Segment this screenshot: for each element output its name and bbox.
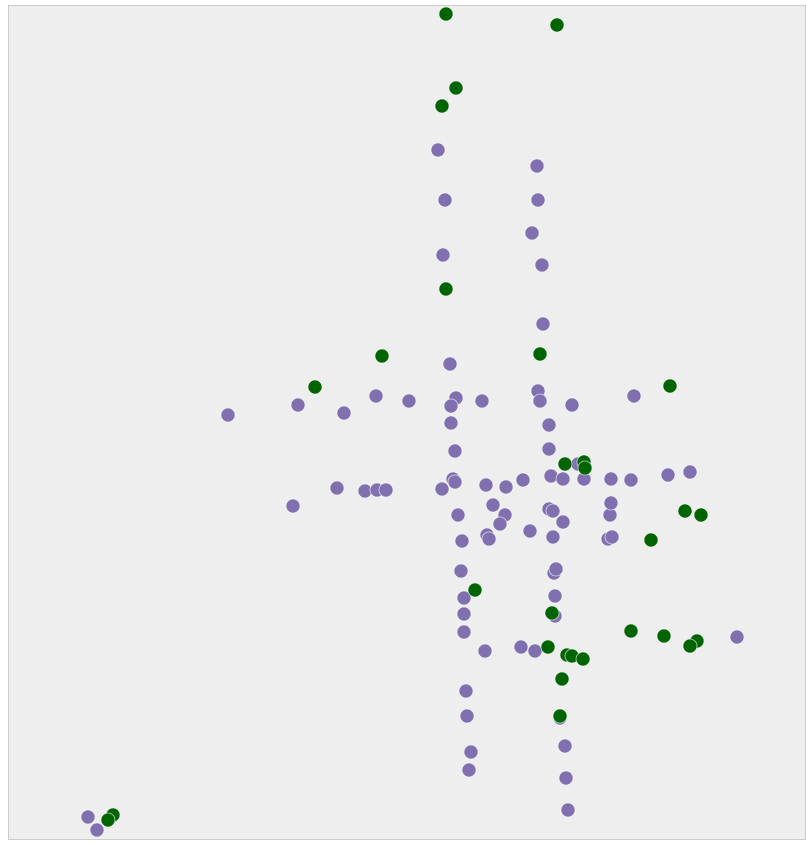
point <box>532 393 548 409</box>
point <box>564 397 580 413</box>
point <box>434 481 450 497</box>
point <box>307 379 323 395</box>
point <box>558 770 574 786</box>
point <box>336 405 352 421</box>
point <box>557 456 573 472</box>
point <box>623 623 639 639</box>
point <box>434 98 450 114</box>
point <box>329 480 345 496</box>
point <box>660 467 676 483</box>
point <box>603 471 619 487</box>
point <box>458 683 474 699</box>
point <box>560 802 576 818</box>
point <box>643 532 659 548</box>
point <box>456 624 472 640</box>
point <box>80 809 96 825</box>
point <box>682 464 698 480</box>
point <box>541 441 557 457</box>
point <box>478 477 494 493</box>
point <box>481 531 497 547</box>
point <box>626 388 642 404</box>
point <box>530 192 546 208</box>
point <box>604 529 620 545</box>
point <box>443 415 459 431</box>
point <box>447 443 463 459</box>
point <box>442 356 458 372</box>
point <box>453 563 469 579</box>
point <box>682 638 698 654</box>
point <box>603 495 619 511</box>
point <box>485 497 501 513</box>
point <box>534 257 550 273</box>
point <box>555 514 571 530</box>
point <box>467 582 483 598</box>
point <box>285 498 301 514</box>
point <box>557 738 573 754</box>
point <box>549 17 565 33</box>
point <box>575 651 591 667</box>
point <box>532 346 548 362</box>
point <box>677 503 693 519</box>
point <box>544 605 560 621</box>
point <box>492 516 508 532</box>
point <box>368 388 384 404</box>
point <box>515 472 531 488</box>
point <box>541 417 557 433</box>
point <box>522 523 538 539</box>
point <box>729 629 745 645</box>
point <box>555 471 571 487</box>
point <box>552 708 568 724</box>
point <box>450 507 466 523</box>
point <box>461 762 477 778</box>
point <box>290 397 306 413</box>
point <box>513 639 529 655</box>
point <box>577 460 593 476</box>
point <box>524 225 540 241</box>
point <box>535 316 551 332</box>
point <box>100 812 116 828</box>
point <box>456 590 472 606</box>
point <box>448 80 464 96</box>
point <box>438 6 454 22</box>
point <box>527 643 543 659</box>
point <box>477 643 493 659</box>
point <box>454 533 470 549</box>
point <box>430 142 446 158</box>
point <box>662 378 678 394</box>
point <box>447 474 463 490</box>
point <box>374 348 390 364</box>
point <box>548 561 564 577</box>
point <box>474 393 490 409</box>
point <box>656 628 672 644</box>
point <box>378 482 394 498</box>
point <box>459 708 475 724</box>
point <box>220 407 236 423</box>
point <box>529 158 545 174</box>
point <box>435 247 451 263</box>
point <box>438 281 454 297</box>
point <box>693 507 709 523</box>
point <box>554 671 570 687</box>
point <box>547 588 563 604</box>
point <box>545 529 561 545</box>
point <box>443 398 459 414</box>
map-frame <box>8 5 806 840</box>
point <box>456 606 472 622</box>
point <box>540 639 556 655</box>
point <box>623 472 639 488</box>
point <box>437 192 453 208</box>
point <box>401 393 417 409</box>
point <box>498 479 514 495</box>
point <box>545 503 561 519</box>
point <box>89 822 105 838</box>
point <box>463 744 479 760</box>
